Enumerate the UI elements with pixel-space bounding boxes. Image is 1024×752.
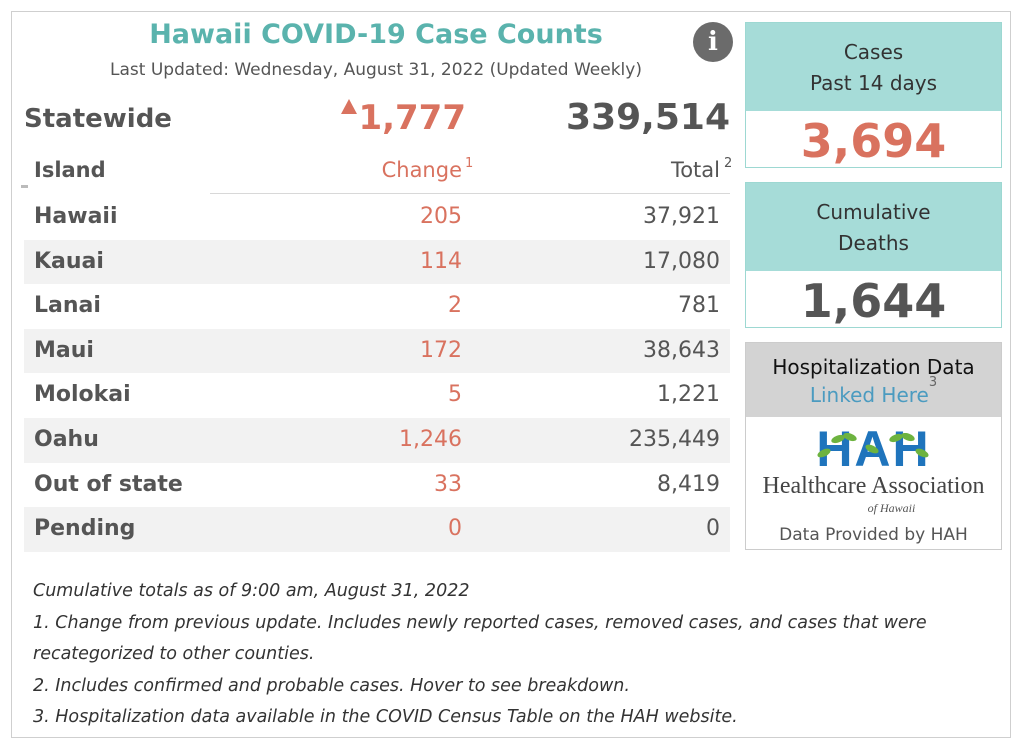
column-header-change: Change — [381, 158, 462, 182]
island-total: 8,419 — [657, 471, 720, 497]
table-row[interactable]: Maui 172 38,643 — [24, 328, 730, 374]
cumulative-deaths-value: 1,644 — [800, 274, 947, 328]
island-change: 1,246 — [399, 426, 462, 452]
island-name: Kauai — [34, 248, 104, 274]
leaf-icon — [817, 433, 929, 458]
hospitalization-link[interactable]: Linked Here — [809, 383, 929, 407]
island-name: Maui — [34, 337, 94, 363]
table-row[interactable]: Lanai 2 781 — [24, 284, 730, 329]
hah-logo[interactable]: HAH Healthcare Association of Hawaii — [746, 421, 1001, 521]
hospitalization-link-line: Linked Here3 — [746, 375, 1001, 409]
table-row[interactable]: Hawaii 205 37,921 — [24, 195, 730, 240]
header-divider — [210, 193, 730, 194]
island-total: 235,449 — [629, 426, 720, 452]
statewide-total-value[interactable]: 339,514 — [566, 97, 730, 138]
data-provided-text: Data Provided by HAH — [779, 525, 968, 545]
island-change: 33 — [434, 471, 462, 497]
change-footnote-marker: 1 — [465, 156, 474, 171]
island-name: Oahu — [34, 426, 99, 452]
island-change: 205 — [420, 204, 462, 229]
cases-card-label-line1: Cases — [843, 40, 904, 64]
total-footnote-marker: 2 — [724, 156, 733, 171]
info-icon[interactable]: i — [693, 22, 733, 62]
cases-card-label-line2: Past 14 days — [809, 71, 938, 95]
island-total: 17,080 — [643, 248, 720, 274]
island-change: 114 — [420, 248, 462, 274]
cumulative-deaths-card: Cumulative Deaths 1,644 — [745, 182, 1002, 328]
deaths-card-label-line2: Deaths — [838, 231, 909, 255]
cases-14-days-card: Cases Past 14 days 3,694 — [745, 22, 1002, 168]
island-total: 0 — [706, 516, 720, 542]
last-updated-text: Last Updated: Wednesday, August 31, 2022… — [110, 60, 642, 80]
island-name: Hawaii — [34, 204, 118, 229]
footnote-cumulative: Cumulative totals as of 9:00 am, August … — [33, 581, 470, 601]
statewide-label: Statewide — [24, 104, 172, 134]
page-title: Hawaii COVID-19 Case Counts — [149, 19, 603, 50]
table-row[interactable]: Molokai 5 1,221 — [24, 373, 730, 418]
island-change: 2 — [448, 293, 462, 319]
island-total: 37,921 — [643, 204, 720, 229]
island-name: Out of state — [34, 471, 183, 497]
deaths-card-label-line1: Cumulative — [816, 200, 931, 224]
island-table: Hawaii 205 37,921 Kauai 114 17,080 Lanai… — [24, 195, 730, 552]
footnote-2: 2. Includes confirmed and probable cases… — [33, 675, 630, 696]
hah-logo-name: Healthcare Association — [762, 473, 985, 499]
table-row[interactable]: Oahu 1,246 235,449 — [24, 417, 730, 463]
cases-14-days-value: 3,694 — [800, 114, 947, 168]
cases-card-header: Cases Past 14 days — [746, 23, 1001, 111]
island-change: 172 — [420, 337, 462, 363]
hah-logo-subtitle: of Hawaii — [867, 501, 916, 515]
statewide-change-value: 1,777 — [358, 98, 466, 138]
hospitalization-footnote-marker: 3 — [928, 375, 938, 390]
island-name: Molokai — [34, 382, 131, 408]
footnote-3: 3. Hospitalization data available in the… — [33, 707, 738, 727]
table-row[interactable]: Out of state 33 8,419 — [24, 463, 730, 508]
island-total: 781 — [678, 293, 720, 319]
island-change: 0 — [448, 516, 462, 542]
hospitalization-card: Hospitalization Data Linked Here3 HAH He… — [745, 342, 1002, 550]
island-total: 38,643 — [643, 337, 720, 363]
table-row[interactable]: Kauai 114 17,080 — [24, 239, 730, 285]
column-header-total: Total — [670, 158, 720, 182]
footnotes: Cumulative totals as of 9:00 am, August … — [33, 576, 993, 734]
hospitalization-title: Hospitalization Data — [772, 355, 975, 379]
island-name: Pending — [34, 516, 136, 542]
island-total: 1,221 — [657, 382, 720, 408]
footnote-1: 1. Change from previous update. Includes… — [33, 612, 927, 665]
deaths-card-header: Cumulative Deaths — [746, 183, 1001, 271]
island-change: 5 — [448, 382, 462, 408]
table-row[interactable]: Pending 0 0 — [24, 507, 730, 552]
island-name: Lanai — [34, 293, 101, 319]
column-resize-handle[interactable] — [21, 185, 28, 188]
up-arrow-icon — [341, 99, 357, 114]
hospitalization-header: Hospitalization Data Linked Here3 — [746, 343, 1001, 417]
column-header-island: Island — [34, 158, 106, 182]
